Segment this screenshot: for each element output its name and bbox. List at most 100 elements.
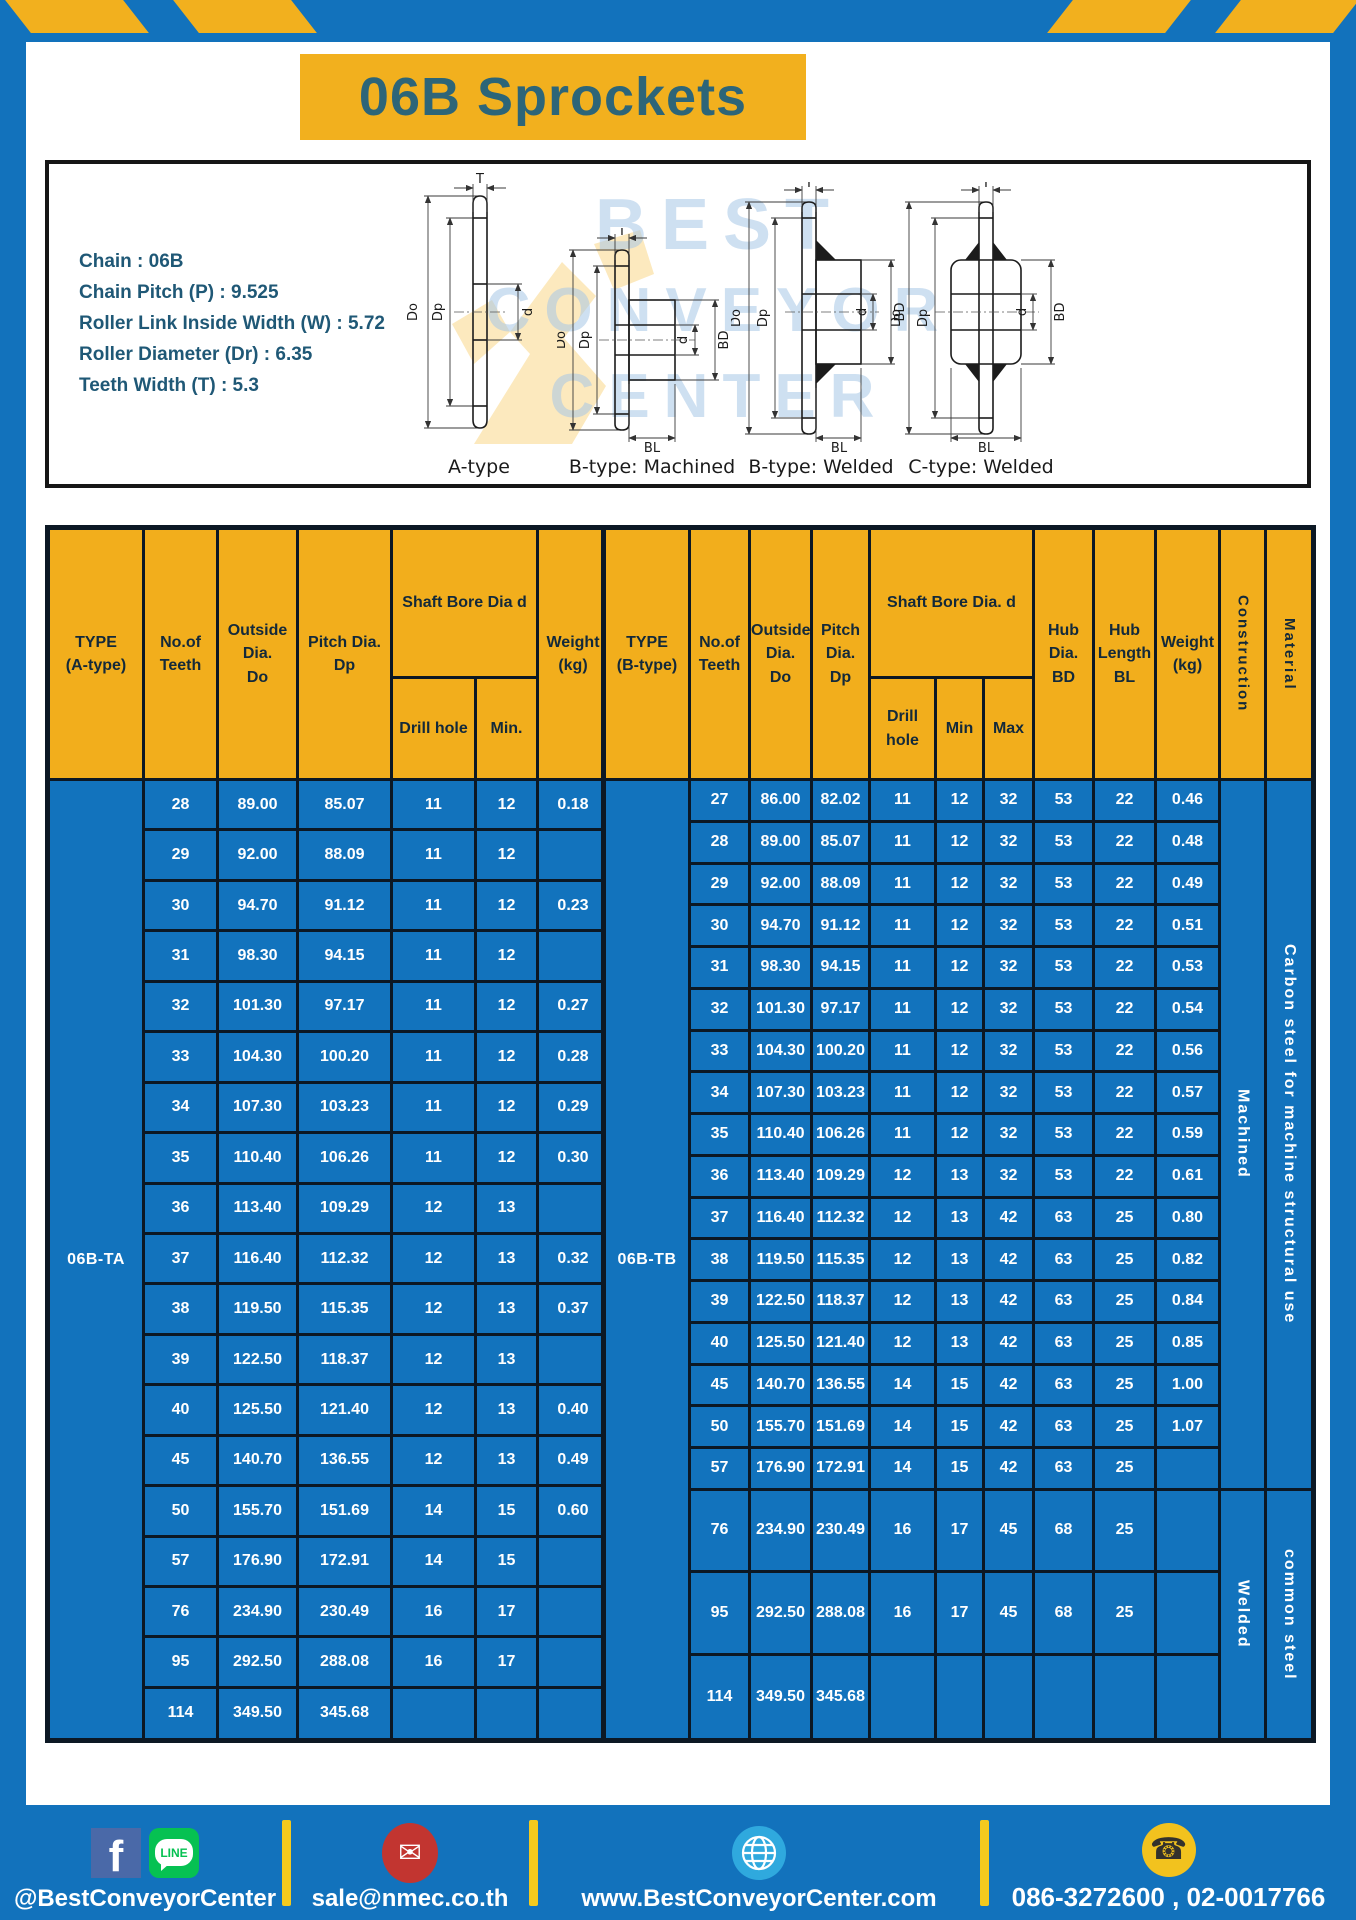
data-cell: 15 [934, 1362, 985, 1408]
data-cell: 12 [934, 986, 985, 1032]
data-cell [536, 1332, 611, 1387]
data-cell [536, 929, 611, 983]
data-cell: 155.70 [748, 1404, 813, 1449]
data-cell: 125.50 [216, 1383, 299, 1437]
col-header-hub-dia: Hub Dia. BD [1032, 526, 1095, 781]
data-cell: 36 [142, 1181, 219, 1235]
table-row: 76 234.90 230.49 16 17 [48, 1584, 611, 1639]
data-cell: 109.29 [296, 1181, 393, 1235]
caption-b-type-welded: B-type: Welded [748, 456, 894, 478]
data-cell: 25 [1092, 1237, 1157, 1282]
data-cell: 25 [1092, 1320, 1157, 1366]
data-cell: 32 [688, 986, 751, 1032]
data-cell: 13 [474, 1433, 539, 1488]
col-header-hub-length: Hub Length BL [1092, 526, 1157, 781]
data-cell: 12 [934, 945, 985, 990]
col-header-weight: Weight (kg) [536, 526, 611, 781]
col-header-shaft-bore: Shaft Bore Dia d [390, 526, 539, 679]
data-cell: 16 [390, 1584, 477, 1639]
data-cell: 53 [1032, 1153, 1095, 1199]
data-cell: 32 [982, 986, 1035, 1032]
table-row: 37 116.40 112.32 12 13 42 63 25 0.80 [604, 1195, 1314, 1241]
footer-phone: ☎ 086-3272600 , 02-0017766 [995, 1813, 1342, 1913]
data-cell: 22 [1092, 861, 1157, 907]
data-cell: 12 [474, 1030, 539, 1084]
data-cell: 98.30 [216, 929, 299, 983]
data-cell: 0.37 [536, 1282, 611, 1336]
data-cell: 112.32 [810, 1195, 871, 1241]
data-cell: 39 [688, 1279, 751, 1324]
data-cell: 11 [868, 861, 937, 907]
data-cell: 12 [934, 861, 985, 907]
data-cell: 53 [1032, 903, 1095, 948]
data-cell: 121.40 [810, 1320, 871, 1366]
data-cell [474, 1685, 539, 1743]
data-cell [868, 1652, 937, 1743]
data-cell: 14 [868, 1404, 937, 1449]
data-cell: 95 [688, 1570, 751, 1656]
data-cell: 12 [390, 1181, 477, 1235]
data-cell [982, 1652, 1035, 1743]
data-cell: 110.40 [748, 1112, 813, 1157]
data-cell: 345.68 [810, 1652, 871, 1743]
data-cell: 12 [934, 778, 985, 823]
data-cell: 15 [474, 1534, 539, 1589]
data-cell: 22 [1092, 1070, 1157, 1115]
data-cell: 53 [1032, 986, 1095, 1032]
data-cell: 103.23 [810, 1070, 871, 1115]
col-header-outside: Outside Dia. Do [748, 526, 813, 781]
data-cell: 0.18 [536, 777, 611, 832]
b-type-table: TYPE (B-type) No.of Teeth Outside Dia. D… [601, 525, 1316, 1743]
data-cell: 155.70 [216, 1484, 299, 1538]
data-cell: 12 [868, 1195, 937, 1241]
data-cell: 25 [1092, 1487, 1157, 1574]
data-cell: 116.40 [748, 1195, 813, 1241]
data-cell [390, 1685, 477, 1743]
table-row: 33 104.30 100.20 11 12 32 53 22 0.56 [604, 1028, 1314, 1074]
data-cell: 114 [142, 1685, 219, 1743]
col-header-max: Max [982, 676, 1035, 781]
svg-text:d: d [521, 308, 536, 316]
data-cell [1154, 1652, 1221, 1743]
data-cell: 11 [868, 1112, 937, 1157]
type-label: 06B-TB [602, 778, 691, 1742]
data-cell: 12 [390, 1433, 477, 1488]
svg-text:BL: BL [644, 441, 661, 454]
col-header-drill-hole: Drill hole [390, 676, 477, 781]
mail-icon: ✉ [382, 1822, 438, 1883]
data-cell: 234.90 [216, 1584, 299, 1639]
data-cell: 12 [868, 1279, 937, 1324]
data-cell: 22 [1092, 819, 1157, 865]
data-cell: 50 [142, 1484, 219, 1538]
data-cell: 13 [934, 1195, 985, 1241]
stripe-decoration [5, 0, 149, 33]
data-cell: 0.53 [1154, 945, 1221, 990]
col-header-weight: Weight (kg) [1154, 526, 1221, 781]
data-cell: 30 [688, 903, 751, 948]
data-cell: 11 [868, 903, 937, 948]
data-cell: 0.23 [536, 878, 611, 933]
data-cell: 22 [1092, 1028, 1157, 1074]
data-cell: 292.50 [748, 1570, 813, 1656]
data-cell: 116.40 [216, 1231, 299, 1286]
data-cell: 11 [868, 986, 937, 1032]
data-cell: 11 [868, 1028, 937, 1074]
svg-text:BL: BL [978, 441, 995, 454]
table-row: 37 116.40 112.32 12 13 0.32 [48, 1231, 611, 1286]
data-cell: 40 [688, 1320, 751, 1366]
data-cell: 25 [1092, 1570, 1157, 1656]
data-cell: 0.80 [1154, 1195, 1221, 1241]
data-cell: 0.27 [536, 979, 611, 1034]
data-cell: 27 [688, 778, 751, 823]
data-cell: 11 [868, 945, 937, 990]
table-row: 76 234.90 230.49 16 17 45 68 25 Welded common ste… [604, 1487, 1315, 1743]
data-cell: 176.90 [216, 1534, 299, 1589]
table-row: 32 101.30 97.17 11 12 32 53 22 0.54 [604, 986, 1314, 1032]
data-cell: 349.50 [748, 1652, 813, 1743]
table-row: 31 98.30 94.15 11 12 32 53 22 0.53 [604, 945, 1314, 990]
stripe-decoration [1047, 0, 1191, 33]
svg-text:T: T [804, 182, 813, 191]
svg-text:BD: BD [717, 331, 732, 350]
svg-text:d: d [676, 336, 691, 344]
data-cell: 12 [474, 777, 539, 832]
